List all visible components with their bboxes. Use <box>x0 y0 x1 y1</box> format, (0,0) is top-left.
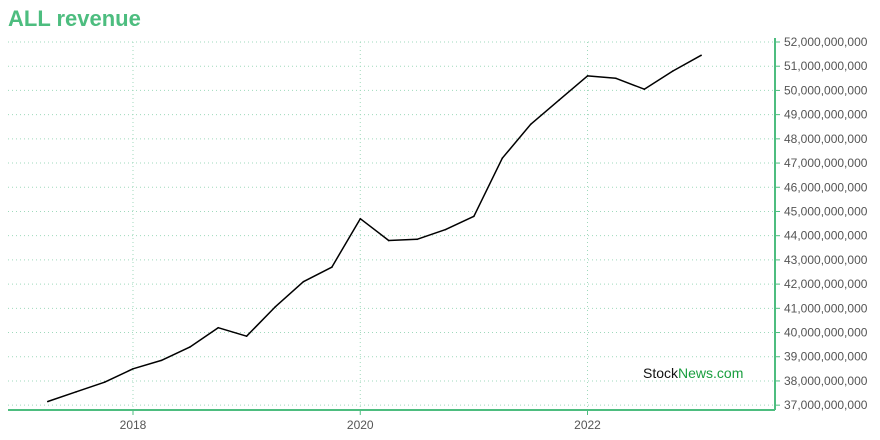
axes <box>8 38 780 415</box>
data-point <box>444 228 447 231</box>
y-tick-label: 38,000,000,000 <box>784 374 868 388</box>
data-point <box>558 99 560 101</box>
grid-lines <box>8 41 775 410</box>
y-tick-label: 48,000,000,000 <box>784 132 868 146</box>
y-tick-label: 40,000,000,000 <box>784 326 868 340</box>
y-tick-label: 45,000,000,000 <box>784 204 868 218</box>
y-tick-label: 44,000,000,000 <box>784 229 868 243</box>
stocknews-watermark: StockNews.com <box>643 365 744 381</box>
data-point <box>416 238 418 241</box>
y-tick-label: 46,000,000,000 <box>784 180 868 194</box>
y-tick-label: 52,000,000,000 <box>784 35 868 49</box>
data-point <box>529 123 532 126</box>
data-point <box>671 70 674 72</box>
data-point <box>274 306 276 308</box>
data-point <box>359 217 362 220</box>
chart-title: ALL revenue <box>8 6 141 31</box>
data-point <box>643 88 646 91</box>
data-point <box>586 75 589 77</box>
y-tick-label: 42,000,000,000 <box>784 277 868 291</box>
data-point <box>473 215 475 218</box>
x-tick-label: 2022 <box>574 418 601 432</box>
data-point <box>160 359 163 362</box>
data-point <box>700 54 702 57</box>
data-point <box>103 381 106 383</box>
y-tick-label: 51,000,000,000 <box>784 59 868 73</box>
y-tick-label: 41,000,000,000 <box>784 301 868 315</box>
data-point <box>46 400 49 403</box>
data-point <box>331 266 333 268</box>
y-tick-label: 49,000,000,000 <box>784 108 868 122</box>
series-layer <box>46 54 702 403</box>
x-tick-label: 2020 <box>347 418 374 432</box>
revenue-series-line <box>47 54 702 403</box>
y-tick-label: 47,000,000,000 <box>784 156 868 170</box>
x-tick-label: 2018 <box>120 418 147 432</box>
data-point <box>75 391 77 393</box>
data-point <box>217 326 220 329</box>
data-point <box>245 335 248 337</box>
y-tick-label: 37,000,000,000 <box>784 398 868 412</box>
data-point <box>501 157 504 160</box>
tick-labels: 37,000,000,000 38,000,000,000 39,000,000,0… <box>120 35 868 432</box>
y-tick-label: 39,000,000,000 <box>784 350 868 364</box>
y-tick-label: 43,000,000,000 <box>784 253 868 267</box>
data-point <box>387 239 390 242</box>
data-point <box>615 77 617 80</box>
data-point <box>302 280 305 283</box>
data-point <box>132 368 134 370</box>
data-point <box>189 346 191 348</box>
y-tick-label: 50,000,000,000 <box>784 83 868 97</box>
